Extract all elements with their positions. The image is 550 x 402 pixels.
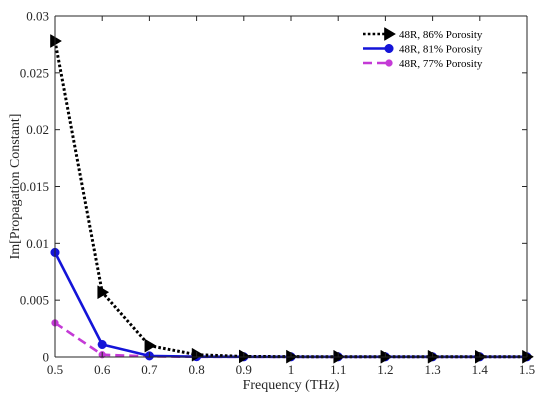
x-tick-label: 1.3 <box>424 362 440 377</box>
legend-label: 48R, 81% Porosity <box>399 44 483 56</box>
legend-item: 48R, 77% Porosity <box>363 58 483 70</box>
y-axis-label: Im[Propagation Constant] <box>8 114 23 260</box>
ticks-layer: 0.5 0.6 0.7 0.8 0.9 1 1.1 1.2 1.3 1.4 1.5 0 0.005 0.0… <box>20 9 535 378</box>
y-tick-label: 0.005 <box>20 293 49 308</box>
data-point <box>97 339 107 350</box>
data-point <box>50 34 62 48</box>
y-tick-label: 0.02 <box>26 122 49 137</box>
y-tick-label: 0.015 <box>20 179 49 194</box>
data-point <box>191 347 204 362</box>
legend-swatch-marker <box>385 59 393 67</box>
y-tick-label: 0.03 <box>26 9 49 24</box>
x-tick-label: 0.9 <box>236 362 252 377</box>
x-tick-label: 0.6 <box>94 362 111 377</box>
data-point <box>97 285 110 300</box>
x-tick-label: 0.8 <box>188 362 204 377</box>
y-tick-label: 0.025 <box>20 65 49 80</box>
x-tick-label: 1.1 <box>330 362 346 377</box>
legend-label: 48R, 77% Porosity <box>399 58 483 70</box>
legend-label: 48R, 86% Porosity <box>399 29 483 41</box>
y-tick-label: 0 <box>43 350 50 365</box>
x-tick-label: 0.5 <box>47 362 63 377</box>
x-tick-label: 0.7 <box>141 362 158 377</box>
x-tick-label: 1.4 <box>472 362 489 377</box>
x-tick-label: 1.2 <box>377 362 393 377</box>
x-axis-label: Frequency (THz) <box>243 378 340 393</box>
legend-item: 48R, 86% Porosity <box>363 27 483 41</box>
legend: 48R, 86% Porosity 48R, 81% Porosity 48R, 7… <box>359 24 522 74</box>
legend-swatch-marker <box>384 43 394 54</box>
series-line <box>53 40 527 359</box>
data-point <box>144 338 157 353</box>
legend-item: 48R, 81% Porosity <box>363 44 483 56</box>
data-point <box>239 349 251 364</box>
x-tick-label: 1 <box>288 362 295 377</box>
x-tick-label: 1.5 <box>519 362 535 377</box>
y-tick-label: 0.01 <box>26 236 49 251</box>
legend-swatch-marker <box>384 27 396 41</box>
